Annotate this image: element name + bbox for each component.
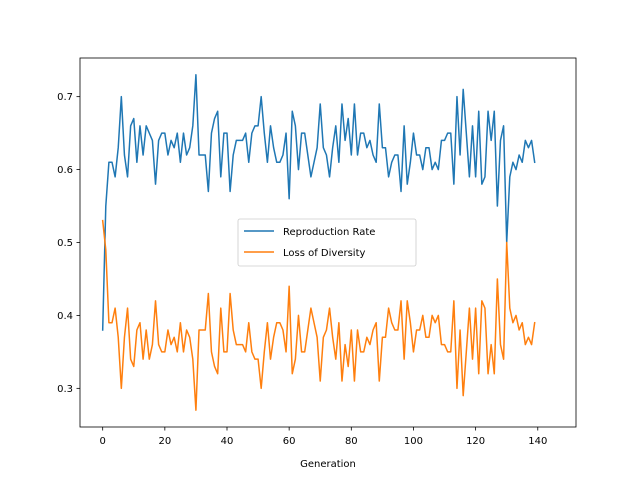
- x-tick-label: 120: [466, 436, 485, 447]
- y-tick-label: 0.5: [57, 238, 73, 249]
- x-tick-label: 20: [158, 436, 171, 447]
- series-layer: [101, 74, 536, 411]
- y-tick-label: 0.6: [57, 165, 73, 176]
- y-axis: 0.3 0.4 0.5 0.6 0.7: [57, 92, 80, 395]
- legend: Reproduction Rate Loss of Diversity: [237, 218, 417, 267]
- y-tick-label: 0.3: [57, 384, 73, 395]
- x-tick-label: 80: [345, 436, 358, 447]
- x-tick-label: 140: [528, 436, 547, 447]
- legend-label-loss-of-diversity: Loss of Diversity: [283, 248, 365, 259]
- series-line-reproduction-rate: [101, 74, 536, 331]
- x-axis-label: Generation: [300, 459, 356, 470]
- x-tick-label: 100: [404, 436, 423, 447]
- y-tick-label: 0.7: [57, 92, 73, 103]
- x-tick-label: 0: [99, 436, 105, 447]
- legend-label-reproduction-rate: Reproduction Rate: [283, 227, 375, 238]
- legend-box: [237, 218, 417, 267]
- x-axis: 0 20 40 60 80 100 120 140: [99, 427, 547, 447]
- y-tick-label: 0.4: [57, 311, 73, 322]
- x-tick-label: 40: [221, 436, 234, 447]
- x-tick-label: 60: [283, 436, 296, 447]
- series-line-loss-of-diversity: [101, 219, 536, 411]
